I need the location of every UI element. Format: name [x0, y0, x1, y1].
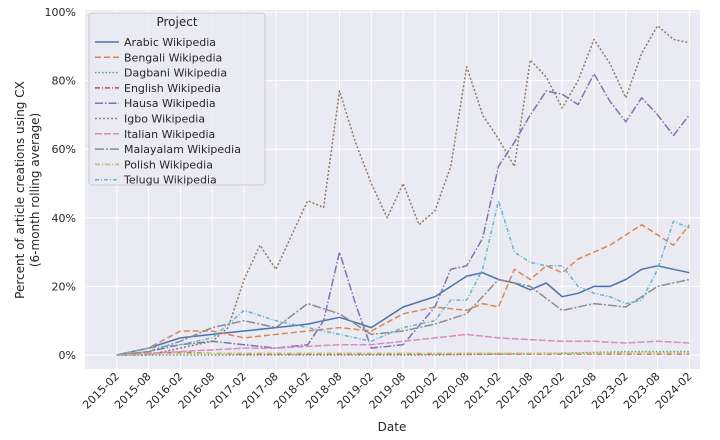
- legend-entry: Igbo Wikipedia: [124, 113, 205, 126]
- legend-entry: Bengali Wikipedia: [124, 51, 222, 64]
- series-line: [116, 278, 690, 356]
- series-line: [116, 265, 690, 356]
- legend-entry: Italian Wikipedia: [124, 128, 215, 141]
- legend-entry: Telugu Wikipedia: [123, 174, 217, 187]
- legend-title: Project: [156, 15, 197, 29]
- legend-entry: Malayalam Wikipedia: [124, 143, 241, 156]
- legend-entry: Dagbani Wikipedia: [124, 67, 227, 80]
- series-line: [116, 352, 690, 356]
- legend-box: [88, 12, 266, 186]
- y-tick-label: 100%: [45, 6, 76, 19]
- series-line: [116, 199, 690, 356]
- series-line: [116, 350, 690, 356]
- y-axis-label-line2: (6-month rolling average): [28, 113, 42, 267]
- y-axis-label-line1: Percent of article creations using CX: [13, 81, 27, 299]
- legend-entry: English Wikipedia: [124, 82, 221, 95]
- x-axis-label: Date: [378, 420, 407, 434]
- legend-entry: Arabic Wikipedia: [124, 36, 216, 49]
- series-line: [116, 72, 690, 356]
- y-tick-label: 0%: [59, 349, 76, 362]
- legend-entry: Polish Wikipedia: [124, 158, 213, 171]
- series-line: [116, 333, 690, 356]
- y-tick-label: 60%: [52, 143, 76, 156]
- y-tick-label: 80%: [52, 75, 76, 88]
- y-tick-label: 40%: [52, 212, 76, 225]
- x-tick-labels: 2015-022015-082016-022016-082017-022017-…: [80, 370, 694, 412]
- legend-entry: Hausa Wikipedia: [124, 97, 216, 110]
- series-lines: [116, 24, 690, 356]
- series-line: [116, 223, 690, 356]
- y-tick-label: 20%: [52, 280, 76, 293]
- y-tick-labels: 0% 20% 40% 60% 80% 100%: [45, 6, 76, 362]
- legend: Project Arabic Wikipedia Bengali Wikipedi…: [88, 12, 266, 187]
